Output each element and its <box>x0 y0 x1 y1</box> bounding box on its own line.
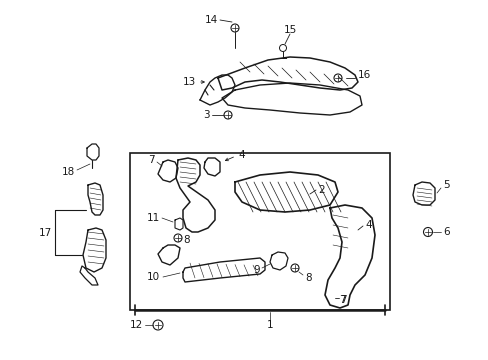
Text: 2: 2 <box>317 185 324 195</box>
Text: 1: 1 <box>266 320 273 330</box>
Text: 15: 15 <box>283 25 296 35</box>
Text: 16: 16 <box>357 70 370 80</box>
Text: 18: 18 <box>61 167 75 177</box>
Text: 7: 7 <box>339 295 346 305</box>
Text: 14: 14 <box>204 15 218 25</box>
Text: 13: 13 <box>183 77 196 87</box>
Text: 9: 9 <box>253 265 260 275</box>
Text: 8: 8 <box>305 273 311 283</box>
Bar <box>130 153 389 310</box>
Text: 4: 4 <box>238 150 244 160</box>
Text: 4: 4 <box>364 220 371 230</box>
Text: 5: 5 <box>442 180 448 190</box>
Text: 12: 12 <box>129 320 142 330</box>
Text: 6: 6 <box>442 227 448 237</box>
Text: 8: 8 <box>183 235 189 245</box>
Text: 17: 17 <box>38 228 52 238</box>
Text: 7: 7 <box>338 295 345 305</box>
Text: 7: 7 <box>148 155 155 165</box>
Text: 11: 11 <box>146 213 160 223</box>
Text: 3: 3 <box>203 110 209 120</box>
Text: 10: 10 <box>146 272 160 282</box>
